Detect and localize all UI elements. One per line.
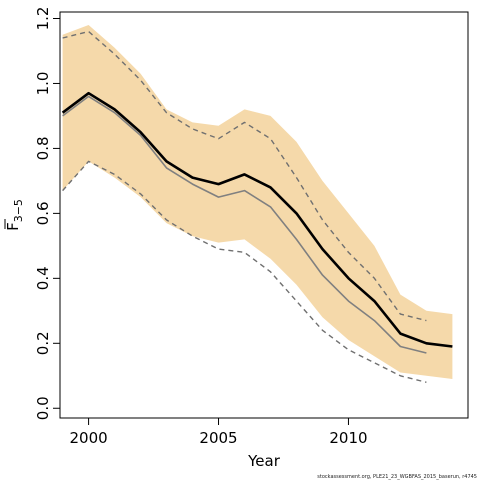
- x-axis: 2000 2005 2010: [69, 418, 368, 447]
- y-tick-label-2: 0.4: [34, 266, 52, 290]
- y-tick-label-1: 0.2: [34, 331, 52, 355]
- series-line-dashed-2: [62, 30, 427, 322]
- y-tick-label-3: 0.6: [34, 201, 52, 225]
- confidence-band: [62, 25, 453, 379]
- series-line-thin: [62, 95, 427, 354]
- series-layer: [61, 30, 453, 383]
- x-tick-label-2000: 2000: [69, 429, 107, 447]
- y-tick-label-4: 0.8: [34, 136, 52, 160]
- x-axis-title: Year: [247, 452, 281, 470]
- confidence-band-layer: [62, 25, 453, 379]
- svg-text:F3−5: F3−5: [4, 199, 25, 231]
- series-line-bold: [61, 91, 453, 348]
- x-tick-label-2010: 2010: [329, 429, 367, 447]
- y-axis-title: F3−5: [4, 199, 25, 231]
- x-tick-label-2005: 2005: [199, 429, 237, 447]
- y-axis-title-subscript: 3−5: [12, 199, 25, 222]
- y-tick-label-0: 0.0: [34, 396, 52, 420]
- y-tick-label-6: 1.2: [34, 7, 52, 31]
- y-axis-title-main: F: [4, 222, 22, 231]
- y-axis: 0.0 0.2 0.4 0.6 0.8 1.0 1.2: [34, 7, 60, 420]
- footer-note: stockassessment.org, PLE21_23_WGBFAS_201…: [317, 474, 477, 480]
- plot-frame: [59, 11, 469, 419]
- y-tick-label-5: 1.0: [34, 72, 52, 96]
